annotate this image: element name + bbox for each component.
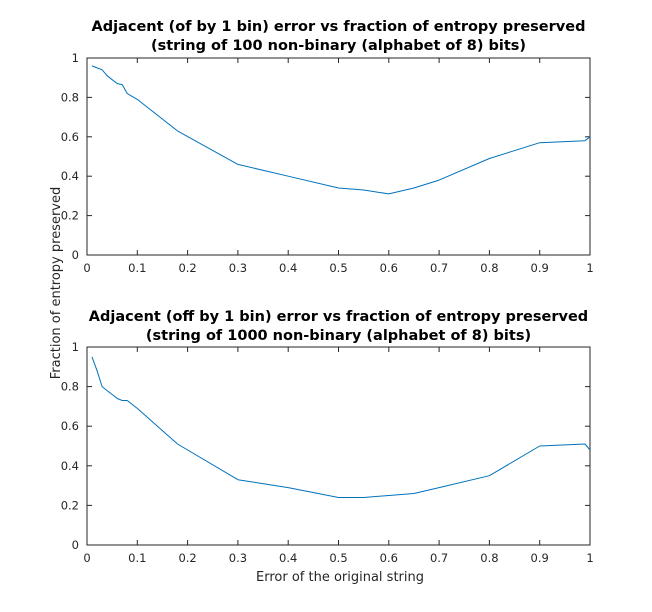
x-tick-label: 0.1 — [128, 551, 146, 565]
x-tick-label: 0.4 — [279, 551, 297, 565]
x-tick-label: 1 — [586, 551, 593, 565]
y-tick-label: 0.6 — [61, 419, 79, 433]
x-tick-label: 0.1 — [128, 261, 146, 275]
y-tick-label: 1 — [72, 51, 79, 65]
x-tick-label: 0.6 — [380, 551, 398, 565]
y-tick-label: 0.8 — [61, 90, 79, 104]
x-tick-label: 0.3 — [229, 261, 247, 275]
series-line — [91, 65, 591, 195]
chart-panel-2: Adjacent (off by 1 bin) error vs fractio… — [61, 309, 594, 565]
x-tick-label: 0.5 — [329, 261, 347, 275]
y-tick-label: 0 — [72, 538, 79, 552]
x-tick-label: 0.2 — [178, 551, 196, 565]
chart-panel-1: Adjacent (of by 1 bin) error vs fraction… — [61, 19, 594, 275]
y-tick-label: 1 — [72, 340, 79, 354]
x-tick-label: 0.2 — [178, 261, 196, 275]
y-tick-label: 0.6 — [61, 130, 79, 144]
x-axis-label: Error of the original string — [256, 570, 424, 585]
plot-area — [86, 57, 591, 256]
x-tick-label: 1 — [586, 261, 593, 275]
x-tick-label: 0.7 — [430, 261, 448, 275]
y-tick-label: 0.4 — [61, 169, 79, 183]
y-tick-label: 0.2 — [61, 209, 79, 223]
x-tick-label: 0.3 — [229, 551, 247, 565]
x-tick-label: 0.4 — [279, 261, 297, 275]
x-tick-label: 0 — [83, 261, 90, 275]
y-axis-label: Fraction of entropy preserved — [49, 187, 64, 379]
x-tick-label: 0.8 — [480, 261, 498, 275]
x-tick-label: 0.5 — [329, 551, 347, 565]
chart-title: Adjacent (of by 1 bin) error vs fraction… — [92, 19, 586, 35]
y-tick-label: 0 — [72, 248, 79, 262]
x-tick-label: 0.9 — [531, 551, 549, 565]
axes-layer: Adjacent (of by 1 bin) error vs fraction… — [61, 19, 594, 565]
y-tick-label: 0.2 — [61, 498, 79, 512]
x-tick-label: 0.7 — [430, 551, 448, 565]
x-tick-label: 0.8 — [480, 551, 498, 565]
series-line — [91, 356, 591, 498]
chart-subtitle: (string of 100 non-binary (alphabet of 8… — [151, 38, 526, 54]
chart-subtitle: (string of 1000 non-binary (alphabet of … — [146, 328, 531, 344]
x-tick-label: 0.9 — [531, 261, 549, 275]
y-tick-label: 0.4 — [61, 459, 79, 473]
chart-title: Adjacent (off by 1 bin) error vs fractio… — [89, 309, 588, 325]
y-tick-label: 0.8 — [61, 380, 79, 394]
x-tick-label: 0.6 — [380, 261, 398, 275]
x-tick-label: 0 — [83, 551, 90, 565]
plot-area — [86, 346, 591, 546]
